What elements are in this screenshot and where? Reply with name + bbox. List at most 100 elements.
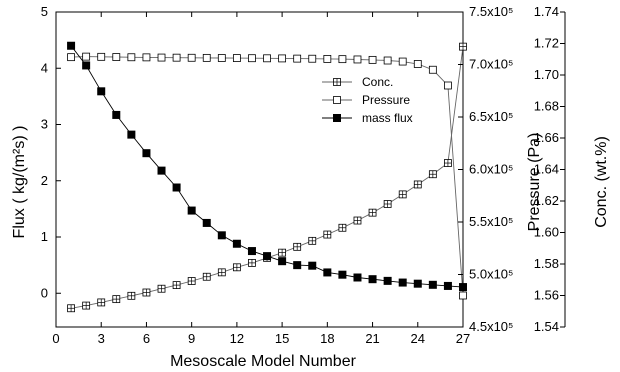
point-mass-flux — [157, 166, 166, 175]
y-left-tick-label: 1 — [41, 229, 48, 244]
point-conc — [172, 281, 181, 290]
point-pressure — [142, 53, 151, 62]
legend-label-pressure: Pressure — [362, 93, 410, 107]
point-conc — [232, 263, 241, 272]
point-mass-flux — [127, 130, 136, 139]
point-conc — [157, 284, 166, 293]
point-pressure — [444, 81, 452, 90]
point-mass-flux — [232, 239, 241, 248]
legend: Conc. Pressure mass flux — [322, 75, 413, 125]
point-pressure — [202, 53, 211, 62]
y-conc-tick-label: 1.72 — [534, 36, 559, 51]
point-pressure-box — [459, 291, 467, 300]
point-pressure-box — [202, 53, 211, 62]
point-mass-flux — [338, 270, 347, 279]
point-conc — [323, 230, 332, 239]
y-left-tick-label: 4 — [41, 60, 48, 75]
x-tick-label: 18 — [320, 331, 334, 346]
x-tick-label: 24 — [411, 331, 425, 346]
legend-marker-pressure — [333, 96, 341, 104]
y-conc-tick-label: 1.56 — [534, 288, 559, 303]
x-tick-label: 6 — [143, 331, 150, 346]
point-pressure — [217, 54, 226, 62]
point-pressure-box — [232, 54, 241, 62]
y-pressure-tick-label: 7.5x10⁵ — [469, 4, 513, 19]
point-mass-flux — [172, 183, 181, 192]
point-conc — [142, 288, 151, 297]
point-mass-flux — [67, 41, 76, 50]
point-conc — [459, 42, 467, 51]
point-mass-flux — [187, 206, 196, 215]
point-pressure — [413, 60, 422, 68]
y-left-tick-label: 2 — [41, 173, 48, 188]
point-pressure — [263, 54, 271, 63]
point-pressure-box — [308, 54, 317, 63]
point-pressure-box — [338, 55, 347, 64]
y-left-tick-label: 5 — [41, 4, 48, 19]
point-pressure-box — [398, 57, 407, 66]
point-pressure — [323, 55, 332, 63]
point-mass-flux — [247, 247, 256, 256]
point-pressure — [338, 55, 347, 64]
point-pressure — [278, 54, 287, 63]
point-mass-flux — [398, 278, 407, 287]
y-conc-tick-label: 1.64 — [534, 162, 559, 177]
point-mass-flux — [383, 276, 392, 285]
x-tick-label: 27 — [456, 331, 470, 346]
point-mass-flux — [323, 268, 332, 277]
y-left-tick-label: 0 — [41, 285, 48, 300]
point-pressure-box — [263, 54, 271, 63]
point-conc — [428, 170, 437, 179]
point-pressure-box — [112, 53, 121, 61]
point-pressure — [398, 57, 407, 66]
y-conc-tick-label: 1.62 — [534, 193, 559, 208]
series-line-conc — [71, 46, 464, 309]
y-axis-pressure-title: Pressure (Pa) — [526, 133, 543, 232]
point-pressure-box — [248, 54, 256, 63]
y-axis-left-title: Flux ( kg/(m²s) ) — [11, 126, 28, 239]
point-conc — [444, 159, 452, 167]
x-tick-label: 21 — [365, 331, 379, 346]
y-conc-tick-label: 1.66 — [534, 130, 559, 145]
point-conc — [202, 272, 211, 281]
point-pressure — [368, 55, 377, 64]
legend-marker-conc — [333, 78, 341, 86]
point-mass-flux — [443, 281, 452, 290]
point-pressure-box — [278, 54, 287, 63]
x-tick-label: 0 — [52, 331, 59, 346]
point-pressure — [187, 53, 196, 62]
point-conc — [398, 190, 407, 199]
series-line-mass-flux — [70, 45, 464, 288]
point-mass-flux — [82, 61, 91, 70]
point-pressure-box — [172, 53, 181, 62]
y-conc-tick-label: 1.74 — [534, 4, 559, 19]
y-conc-tick-label: 1.70 — [534, 67, 559, 82]
point-pressure — [127, 53, 136, 62]
legend-marker-mass-flux — [333, 114, 341, 122]
point-mass-flux — [293, 261, 302, 270]
point-conc — [368, 208, 377, 217]
point-pressure-box — [413, 60, 422, 68]
x-tick-label: 12 — [230, 331, 244, 346]
y-pressure-tick-label: 6.5x10⁵ — [469, 109, 513, 124]
point-pressure-box — [127, 53, 136, 62]
point-conc — [338, 223, 347, 232]
point-pressure — [67, 53, 75, 62]
legend-label-mass-flux: mass flux — [362, 111, 413, 125]
x-axis-title: Mesoscale Model Number — [170, 353, 357, 370]
point-pressure-box — [217, 54, 226, 62]
point-pressure — [232, 54, 241, 62]
point-pressure — [97, 52, 106, 61]
point-mass-flux — [202, 218, 211, 227]
point-mass-flux — [308, 261, 317, 270]
point-pressure-box — [444, 81, 452, 90]
point-pressure-box — [428, 65, 437, 74]
point-mass-flux — [142, 149, 151, 158]
point-mass-flux — [459, 283, 467, 292]
point-pressure — [308, 54, 317, 63]
x-tick-label: 15 — [275, 331, 289, 346]
y-conc-tick-label: 1.54 — [534, 319, 559, 334]
point-mass-flux — [353, 273, 362, 282]
y-conc-tick-label: 1.58 — [534, 256, 559, 271]
legend-marker-pressure-box — [333, 96, 341, 104]
